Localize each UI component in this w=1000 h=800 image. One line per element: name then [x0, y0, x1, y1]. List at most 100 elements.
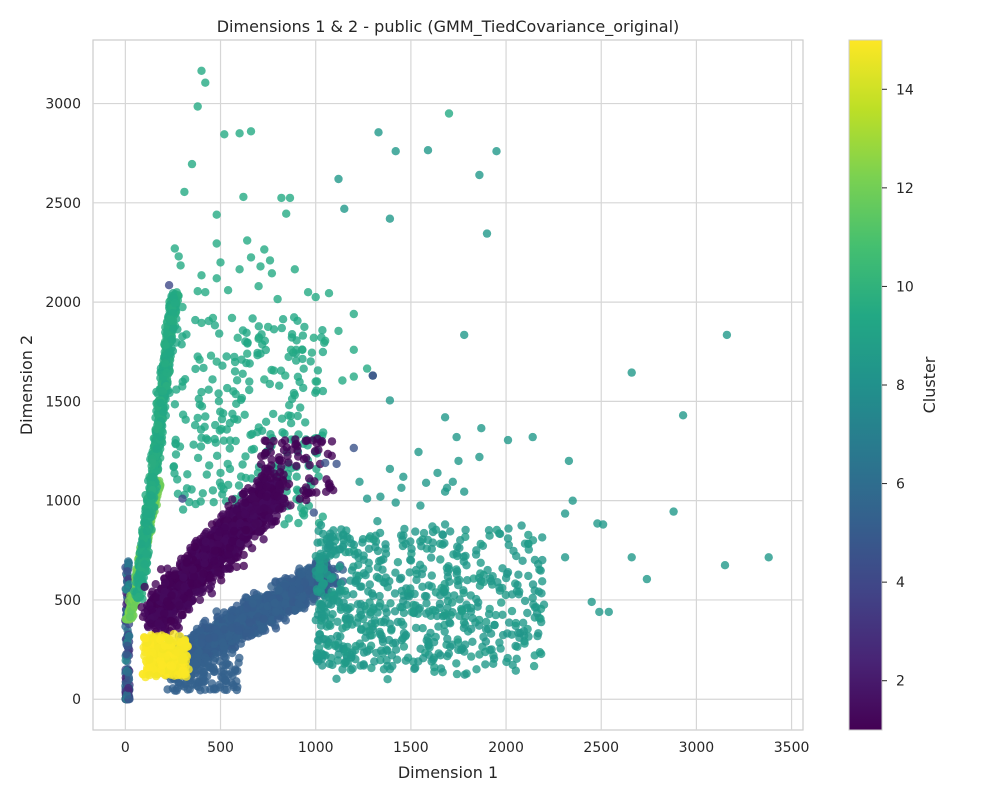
scatter-point: [205, 461, 214, 470]
x-tick-label: 2500: [583, 740, 619, 756]
scatter-point: [191, 364, 200, 374]
scatter-point: [141, 549, 150, 558]
scatter-point: [195, 400, 204, 409]
scatter-point: [275, 505, 284, 514]
scatter-point: [237, 355, 246, 364]
scatter-point: [284, 514, 293, 523]
scatter-point: [275, 381, 284, 390]
scatter-point: [286, 501, 295, 510]
scatter-point: [230, 367, 240, 376]
scatter-point: [318, 326, 327, 335]
scatter-point: [210, 556, 219, 566]
scatter-point: [195, 595, 205, 605]
scatter-point: [241, 498, 250, 507]
scatter-point: [293, 411, 302, 421]
scatter-point: [283, 451, 292, 461]
scatter-point: [238, 489, 248, 499]
scatter-point: [154, 421, 163, 430]
scatter-point: [241, 525, 250, 535]
scatter-point: [215, 329, 224, 338]
scatter-point: [225, 444, 234, 453]
scatter-point: [239, 550, 248, 560]
scatter-point: [143, 509, 152, 519]
x-tick-label: 1500: [393, 740, 429, 756]
scatter-point: [183, 470, 192, 479]
scatter-point: [318, 512, 327, 521]
scatter-point: [279, 470, 288, 479]
scatter-point: [241, 473, 250, 483]
scatter-point: [224, 480, 233, 490]
scatter-point: [293, 372, 303, 381]
scatter-point: [141, 519, 151, 528]
scatter-point: [228, 537, 237, 546]
scatter-point: [241, 452, 250, 461]
scatter-point: [190, 421, 200, 430]
x-tick-label: 2000: [488, 740, 524, 756]
scatter-point: [200, 552, 209, 561]
scatter-point: [159, 609, 169, 618]
scatter-point: [278, 428, 287, 437]
scatter-point: [292, 472, 301, 481]
scatter-point: [201, 412, 210, 421]
scatter-point: [162, 368, 171, 377]
scatter-point: [306, 357, 315, 366]
scatter-point: [237, 393, 247, 403]
scatter-point: [214, 397, 224, 406]
chart-title: Dimensions 1 & 2 - public (GMM_TiedCovar…: [217, 17, 680, 37]
scatter-point: [278, 315, 288, 324]
scatter-point: [298, 354, 307, 364]
scatter-point: [123, 641, 132, 650]
y-tick-label: 500: [54, 593, 81, 609]
scatter-point: [269, 436, 278, 446]
scatter-point: [181, 415, 190, 424]
scatter-point: [232, 376, 242, 385]
scatter-point: [318, 347, 328, 357]
scatter-point: [325, 479, 334, 488]
scatter-point: [156, 398, 165, 408]
scatter-point: [168, 308, 177, 318]
y-tick-label: 2500: [45, 196, 81, 212]
scatter-point: [148, 472, 157, 482]
scatter-point: [206, 581, 215, 591]
scatter-point: [260, 436, 269, 445]
scatter-point: [193, 579, 202, 589]
scatter-point: [291, 356, 301, 365]
scatter-point: [260, 504, 269, 513]
scatter-point: [203, 435, 212, 445]
scatter-point: [229, 526, 239, 536]
scatter-point: [170, 571, 179, 580]
scatter-point: [173, 475, 182, 484]
scatter-point: [175, 601, 184, 610]
scatter-point: [222, 352, 231, 361]
scatter-point: [292, 485, 302, 494]
scatter-point: [137, 539, 146, 549]
scatter-point: [230, 352, 239, 362]
scatter-point: [302, 495, 311, 505]
scatter-point: [267, 461, 276, 470]
scatter-point: [193, 413, 202, 423]
scatter-point: [156, 565, 166, 574]
scatter-point: [178, 377, 187, 386]
scatter-point: [245, 359, 254, 368]
scatter-point: [228, 495, 237, 504]
scatter-point: [307, 488, 316, 497]
scatter-point: [196, 425, 206, 434]
scatter-point: [179, 573, 188, 582]
scatter-point: [261, 345, 270, 355]
scatter-point: [294, 518, 303, 528]
scatter-point: [188, 565, 198, 574]
scatter-point: [151, 593, 161, 602]
scatter-point: [238, 460, 247, 469]
scatter-point: [224, 550, 233, 559]
scatter-point: [299, 455, 309, 464]
scatter-point: [240, 410, 249, 419]
y-tick-label: 2000: [45, 295, 81, 311]
scatter-point: [197, 387, 206, 397]
scatter-point: [262, 492, 271, 501]
scatter-point: [166, 315, 175, 324]
scatter-point: [229, 387, 238, 396]
scatter-point: [248, 314, 257, 323]
scatter-point: [182, 330, 191, 339]
scatter-point: [125, 631, 134, 641]
x-tick-label: 500: [207, 740, 234, 756]
